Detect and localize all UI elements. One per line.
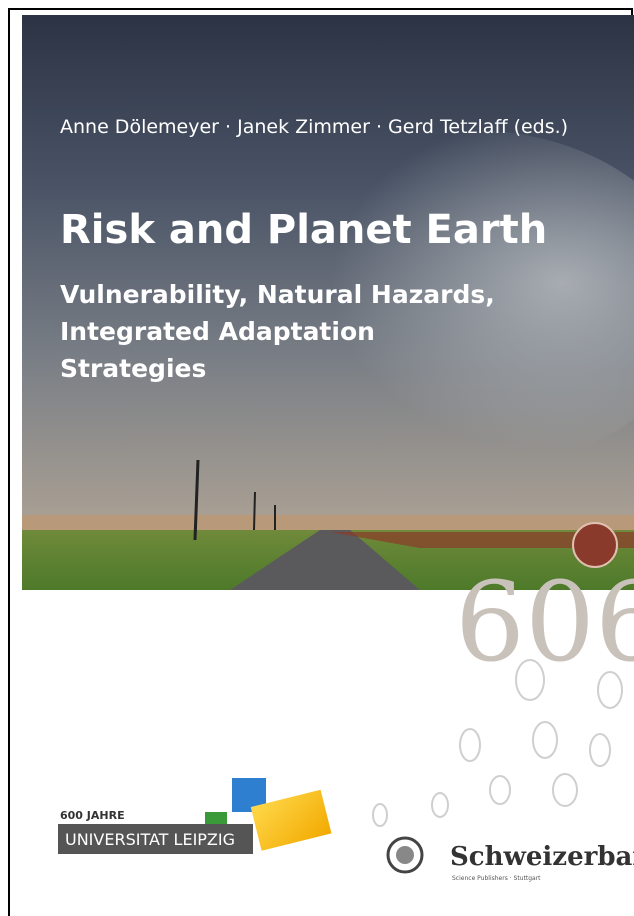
book-cover-view: 606 Anne Dölemeyer · Janek Zimmer · Gerd… xyxy=(0,0,634,916)
title: Risk and Planet Earth xyxy=(60,207,547,253)
authors: Anne Dölemeyer · Janek Zimmer · Gerd Tet… xyxy=(60,116,568,138)
publisher-tagline: Science Publishers · Stuttgart xyxy=(452,875,541,882)
publisher-seal-center xyxy=(396,846,414,864)
subtitle-line: Strategies xyxy=(60,354,206,383)
series-numeral: 606 xyxy=(455,558,634,686)
university-line2: UNIVERSITAT LEIPZIG xyxy=(65,830,235,849)
page: 606 Anne Dölemeyer · Janek Zimmer · Gerd… xyxy=(0,0,634,916)
subtitle-line: Vulnerability, Natural Hazards, xyxy=(60,280,495,309)
subtitle-line: Integrated Adaptation xyxy=(60,317,375,346)
university-line1: 600 JAHRE xyxy=(60,809,125,822)
pole xyxy=(254,492,255,530)
publisher: Schweizerbart xyxy=(450,842,634,872)
